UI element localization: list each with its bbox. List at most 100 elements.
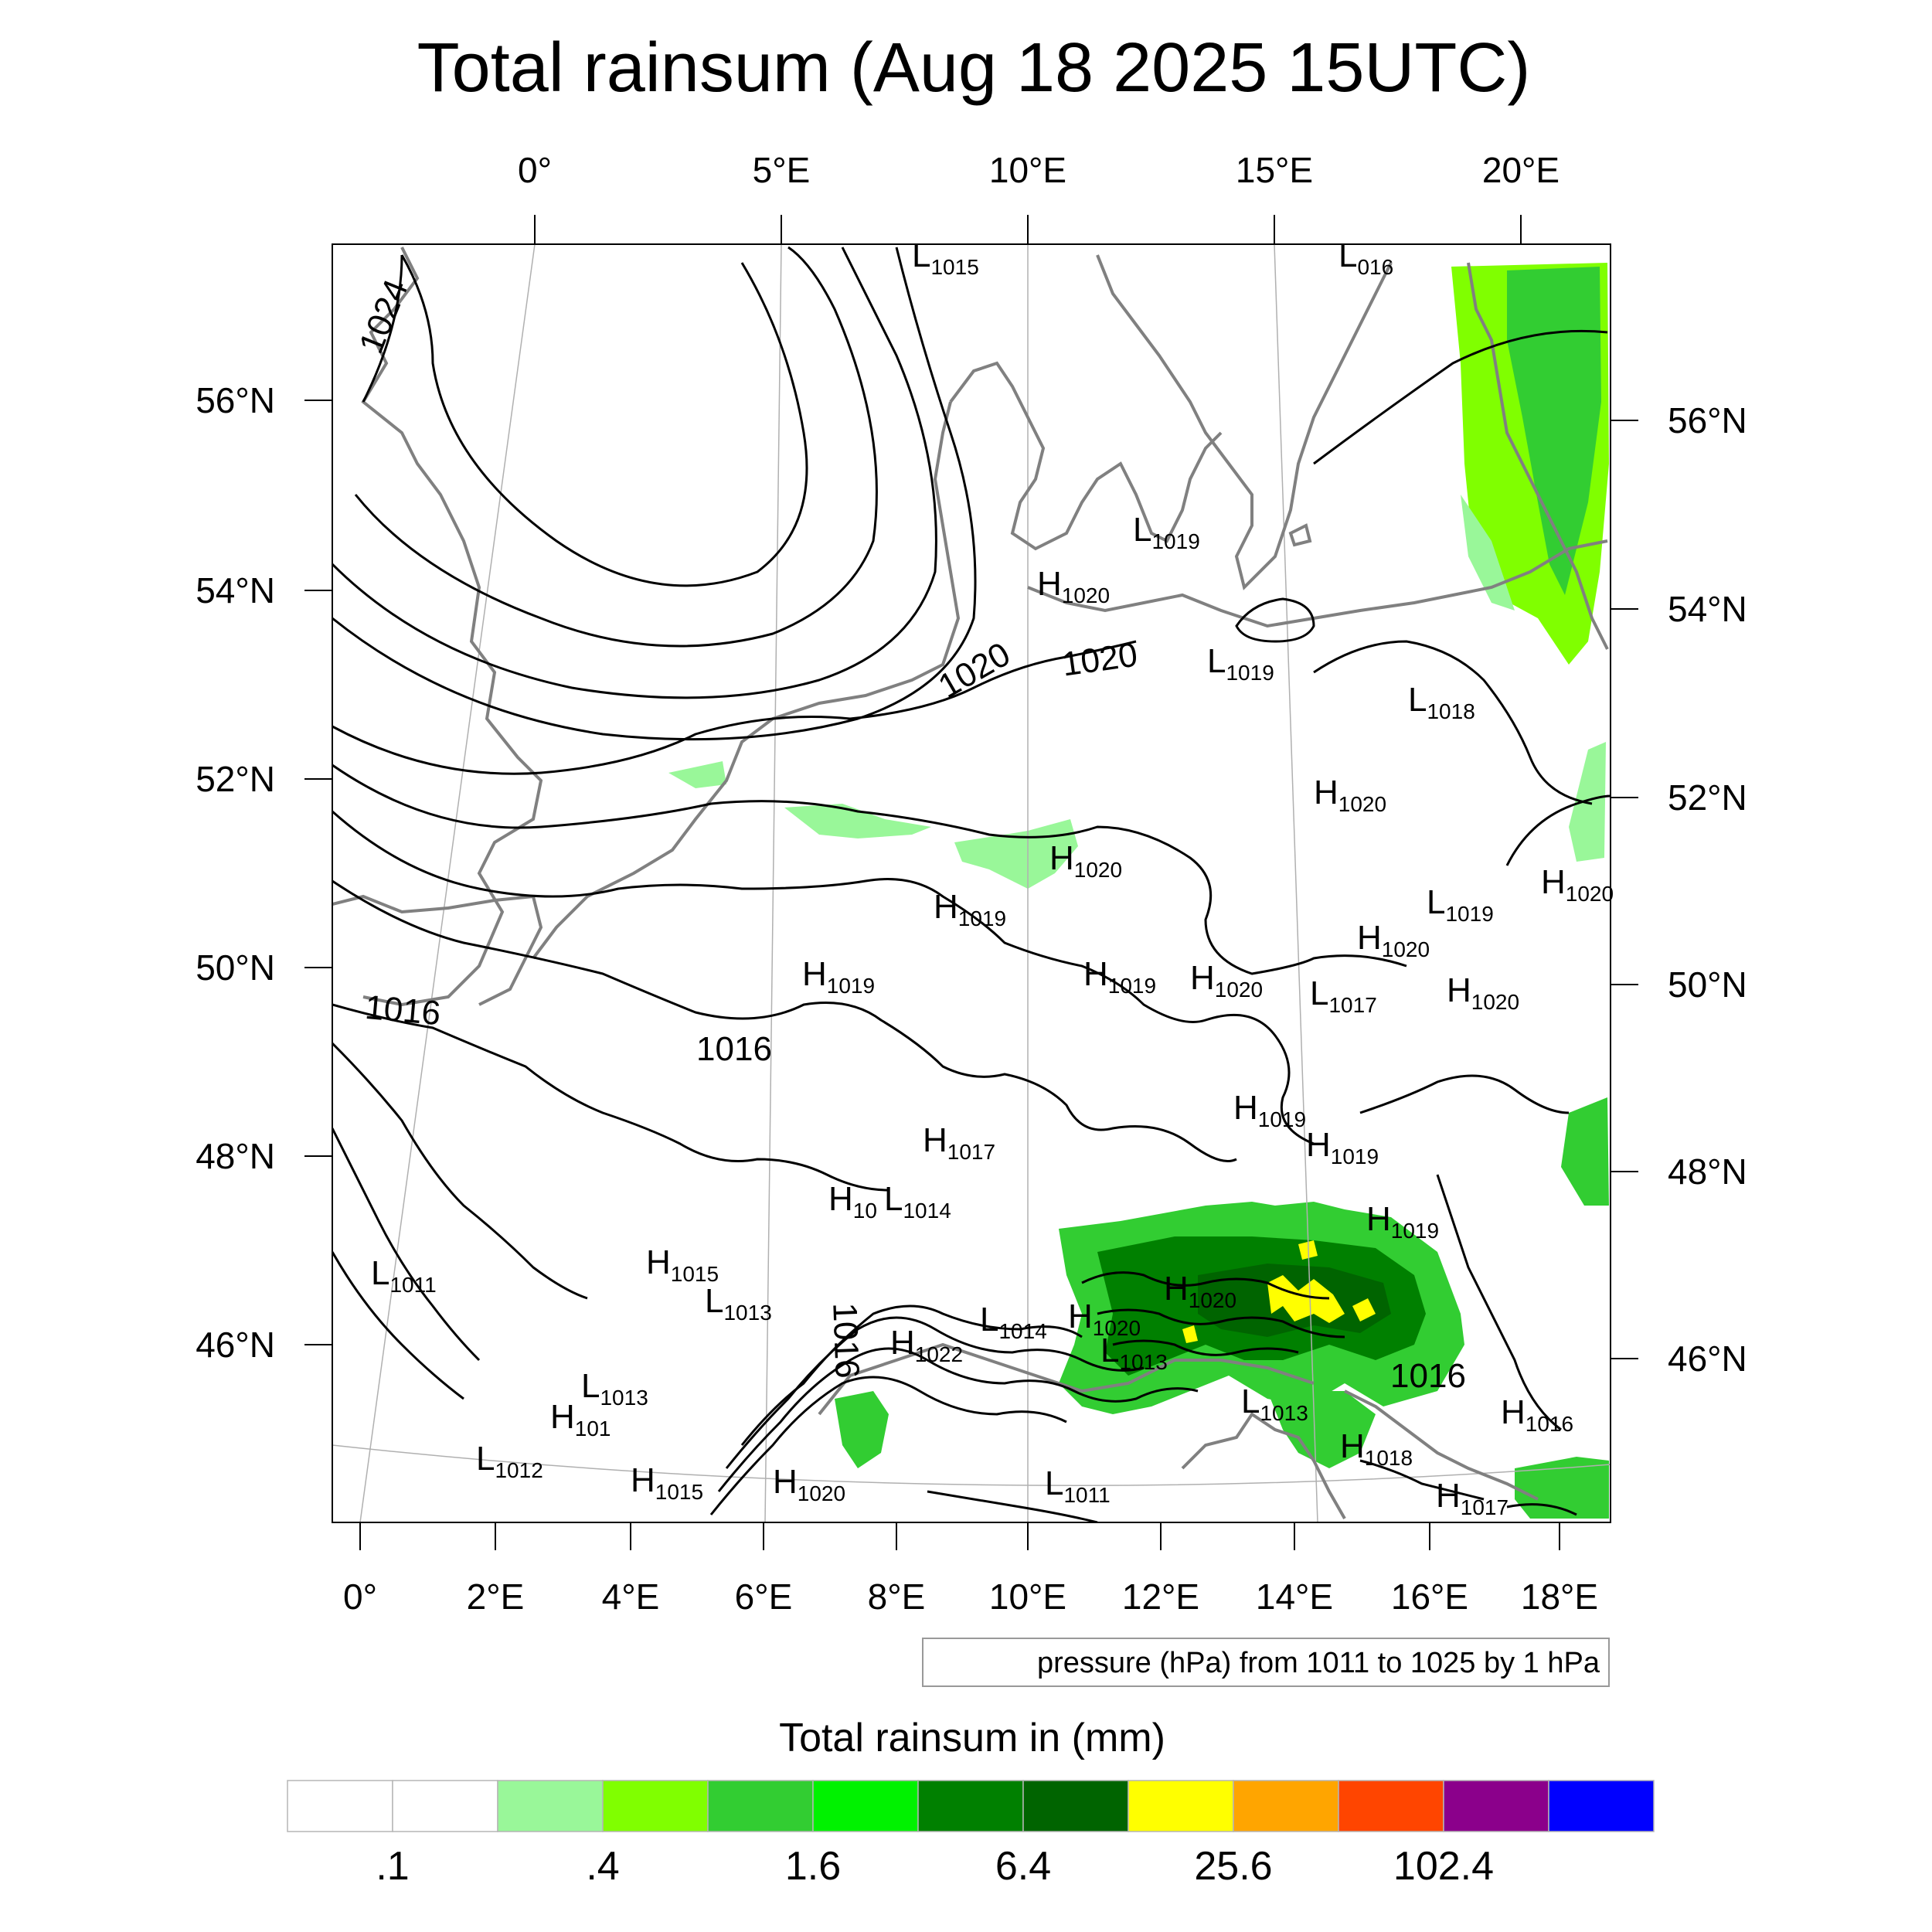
colorbar-swatch	[1022, 1780, 1129, 1832]
pressure-center-label: H1022	[890, 1324, 963, 1366]
right-axis	[1611, 420, 1638, 1359]
isobar-1024	[362, 254, 403, 403]
coast-baltic-states	[1467, 262, 1609, 650]
isobar-1019	[332, 764, 1407, 975]
bottom-axis	[359, 1522, 1560, 1550]
isobar-label: 1016	[363, 988, 442, 1032]
pressure-center-label: L1011	[371, 1254, 437, 1297]
colorbar-swatch	[287, 1780, 393, 1832]
top-axis-labels: 0° 5°E 10°E 15°E 20°E	[518, 150, 1560, 190]
isobar-alps-7	[1112, 1339, 1299, 1356]
pressure-center-label: H1015	[646, 1243, 719, 1286]
colorbar-swatch	[1548, 1780, 1655, 1832]
pressure-centers: L1015 L016 L1019 H1020 L1019 L1018 H1020…	[371, 236, 1614, 1519]
pressure-center-label: H1018	[1340, 1427, 1413, 1470]
coast-denmark	[949, 361, 1223, 551]
map-title: Total rainsum (Aug 18 2025 15UTC)	[417, 29, 1531, 107]
pressure-center-label: L1014	[980, 1301, 1047, 1343]
pressure-center-label: L1019	[1133, 511, 1200, 553]
pressure-center-label: H1020	[1314, 774, 1386, 816]
colorbar-tick-label: 1.6	[785, 1844, 841, 1889]
right-tick-label: 46°N	[1668, 1338, 1747, 1379]
right-axis-labels: 56°N 54°N 52°N 50°N 48°N 46°N	[1668, 400, 1747, 1379]
pressure-center-label: H1020	[1541, 863, 1614, 906]
pressure-center-label: H1019	[934, 888, 1006, 930]
left-tick-label: 46°N	[196, 1325, 275, 1365]
pressure-center-label: H1019	[1233, 1089, 1306, 1131]
pressure-center-label: H1019	[1306, 1126, 1379, 1168]
rain-area-west-alps	[835, 1391, 889, 1468]
isobar-1022a	[354, 246, 878, 648]
top-tick-label: 5°E	[753, 150, 811, 190]
colorbar	[287, 1780, 1655, 1832]
rain-area-alps-heavy	[1182, 1240, 1376, 1343]
bottom-tick-label: 4°E	[602, 1577, 660, 1617]
colorbar-tick-label: 25.6	[1194, 1844, 1272, 1889]
left-tick-label: 56°N	[196, 380, 275, 420]
pressure-center-label: H1019	[1366, 1200, 1439, 1243]
top-tick-label: 10°E	[989, 150, 1066, 190]
pressure-center-label: L1012	[476, 1440, 543, 1482]
pressure-center-label: H1019	[1083, 955, 1156, 998]
colorbar-swatch	[917, 1780, 1024, 1832]
colorbar-swatch	[707, 1780, 814, 1832]
isobar-south-1	[927, 1490, 1098, 1522]
rain-field	[668, 263, 1609, 1519]
colorbar-tick-label: .4	[586, 1844, 619, 1889]
isobar-1013	[332, 1251, 464, 1400]
pressure-center-label: L1019	[1207, 642, 1274, 685]
coast-italy	[1181, 1412, 1346, 1519]
left-tick-label: 50°N	[196, 947, 275, 988]
isobar-1018	[332, 810, 1315, 1145]
rain-area-germany-1	[784, 804, 931, 838]
pressure-center-label: L1019	[1427, 883, 1494, 926]
top-tick-label: 15°E	[1236, 150, 1313, 190]
left-tick-label: 52°N	[196, 759, 275, 799]
isobar-label: 1016	[1390, 1357, 1466, 1395]
pressure-center-label: H1017	[1436, 1477, 1509, 1519]
rain-area-netherlands	[668, 761, 726, 788]
rain-area-baltic-pale	[1461, 495, 1515, 611]
bottom-tick-label: 12°E	[1122, 1577, 1199, 1617]
pressure-center-label: H1020	[1357, 919, 1430, 961]
pressure-center-label: L1013	[1100, 1332, 1168, 1374]
coast-alps-border	[818, 1342, 1315, 1416]
pressure-center-label: H1015	[631, 1461, 703, 1504]
colorbar-swatch	[1338, 1780, 1444, 1832]
pressure-center-label: L016	[1338, 236, 1393, 279]
pressure-center-label: L1014	[884, 1180, 951, 1223]
left-axis-labels: 56°N 54°N 52°N 50°N 48°N 46°N	[196, 380, 275, 1365]
isobar-low-ring	[1235, 597, 1315, 643]
coast-bornholm	[1288, 523, 1312, 547]
rain-area-se-corner	[1515, 1457, 1609, 1519]
pressure-center-label: H1020	[773, 1463, 845, 1505]
colorbar-tick-label: .1	[376, 1844, 409, 1889]
isobar-alps-3	[717, 1347, 1199, 1492]
right-tick-label: 56°N	[1668, 400, 1747, 440]
pressure-center-label: H1020	[1164, 1270, 1236, 1312]
colorbar-title: Total rainsum in (mm)	[779, 1716, 1165, 1760]
pressure-center-label: L1017	[1310, 975, 1377, 1017]
colorbar-swatch	[1443, 1780, 1549, 1832]
coastlines	[332, 247, 1609, 1519]
contour-info-box	[922, 1638, 1610, 1687]
coast-britain-east	[361, 247, 543, 1007]
pressure-center-label: L1013	[581, 1367, 648, 1410]
colorbar-swatch	[812, 1780, 919, 1832]
bottom-axis-labels: 0° 2°E 4°E 6°E 8°E 10°E 12°E 14°E 16°E 1…	[343, 1577, 1598, 1617]
pressure-center-label: H101	[550, 1398, 611, 1440]
top-tick-label: 20°E	[1482, 150, 1560, 190]
right-tick-label: 52°N	[1668, 777, 1747, 818]
colorbar-swatch	[1233, 1780, 1339, 1832]
graticule	[332, 244, 1611, 1522]
isobar-alps-5	[1081, 1271, 1330, 1300]
bottom-tick-label: 18°E	[1521, 1577, 1598, 1617]
right-tick-label: 48°N	[1668, 1151, 1747, 1192]
right-tick-label: 54°N	[1668, 589, 1747, 629]
isobar-1016	[332, 1003, 889, 1192]
pressure-center-label: L1013	[1241, 1383, 1308, 1425]
bottom-tick-label: 8°E	[868, 1577, 926, 1617]
left-tick-label: 48°N	[196, 1136, 275, 1176]
rain-area-ne-corner	[1561, 1097, 1609, 1206]
